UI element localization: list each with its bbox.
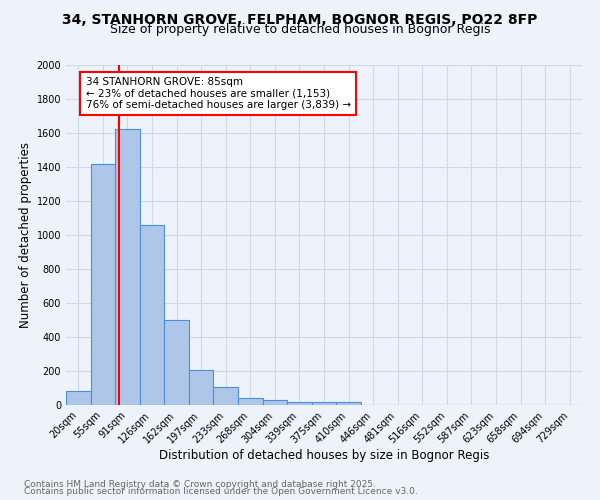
Text: 34 STANHORN GROVE: 85sqm
← 23% of detached houses are smaller (1,153)
76% of sem: 34 STANHORN GROVE: 85sqm ← 23% of detach… <box>86 77 351 110</box>
Text: Contains public sector information licensed under the Open Government Licence v3: Contains public sector information licen… <box>24 487 418 496</box>
Bar <box>263 400 287 405</box>
Bar <box>336 402 361 405</box>
Bar <box>312 402 336 405</box>
Bar <box>91 164 115 405</box>
Text: Size of property relative to detached houses in Bognor Regis: Size of property relative to detached ho… <box>110 22 490 36</box>
Bar <box>140 225 164 405</box>
Y-axis label: Number of detached properties: Number of detached properties <box>19 142 32 328</box>
X-axis label: Distribution of detached houses by size in Bognor Regis: Distribution of detached houses by size … <box>159 449 489 462</box>
Bar <box>189 370 214 405</box>
Bar <box>115 128 140 405</box>
Bar <box>214 387 238 405</box>
Bar <box>164 320 189 405</box>
Text: 34, STANHORN GROVE, FELPHAM, BOGNOR REGIS, PO22 8FP: 34, STANHORN GROVE, FELPHAM, BOGNOR REGI… <box>62 12 538 26</box>
Text: Contains HM Land Registry data © Crown copyright and database right 2025.: Contains HM Land Registry data © Crown c… <box>24 480 376 489</box>
Bar <box>287 402 312 405</box>
Bar <box>238 398 263 405</box>
Bar <box>66 392 91 405</box>
